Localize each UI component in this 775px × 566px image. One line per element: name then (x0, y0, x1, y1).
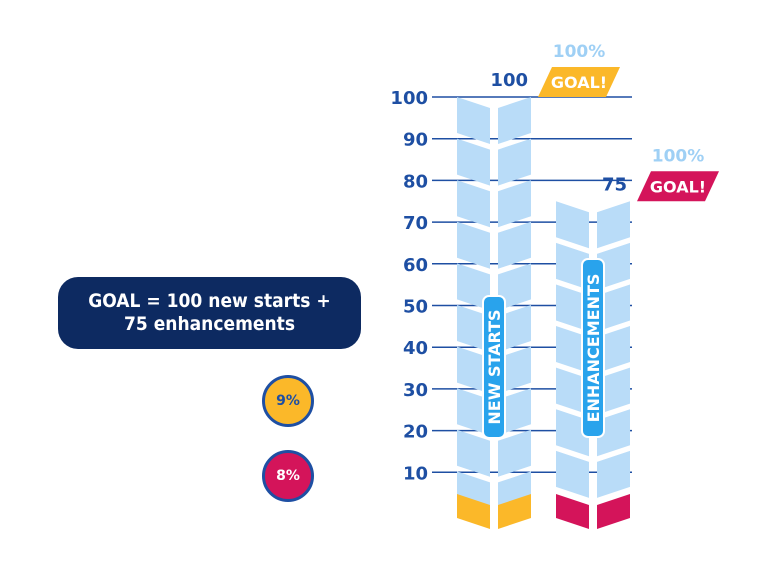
bar-segment-0 (498, 388, 531, 436)
series-label-pill-1 (581, 258, 605, 438)
y-tick-label-40: 40 (403, 338, 428, 359)
bar-segment-0 (457, 388, 490, 436)
new-starts-progress-badge: 9% (262, 375, 314, 427)
bar-segment-1 (597, 367, 630, 415)
goal-value-label-1: 75 (602, 174, 627, 195)
goal-note: GOAL = 100 new starts + 75 enhancements (58, 277, 361, 349)
bar-segment-1 (597, 242, 630, 290)
bar-segment-0 (498, 305, 531, 352)
goal-flag-text-0: GOAL! (551, 73, 607, 92)
y-tick-label-60: 60 (403, 255, 428, 276)
progress-segment-1 (556, 494, 589, 529)
new-starts-progress-label: 9% (276, 393, 300, 409)
series-label-pill-0 (482, 295, 506, 439)
bar-segment-0 (457, 346, 490, 394)
goal-flag-text-1: GOAL! (650, 177, 706, 196)
bar-segment-0 (498, 221, 531, 269)
goal-flag-0 (538, 67, 620, 97)
bar-segment-0 (457, 263, 490, 311)
progress-segment-1 (597, 494, 630, 529)
bar-labels: NEW STARTS 100 GOAL! 100% ENHANCEMENTS 75 GOAL… (482, 42, 719, 439)
bar-segment-0 (457, 305, 490, 352)
bar-segment-0 (498, 263, 531, 311)
enhancements-progress-badge: 8% (262, 450, 314, 502)
y-tick-label-90: 90 (403, 130, 428, 151)
series-name-label-1: ENHANCEMENTS (584, 274, 603, 423)
goal-flag-1 (637, 171, 719, 202)
bar-segment-1 (597, 409, 630, 457)
progress-segment-0 (498, 494, 531, 529)
bar-segment-0 (457, 97, 490, 144)
y-tick-label-50: 50 (403, 297, 428, 318)
y-tick-label-70: 70 (403, 213, 428, 234)
bars (457, 97, 630, 529)
bar-segment-1 (556, 242, 589, 290)
bar-segment-0 (498, 180, 531, 228)
y-tick-label-80: 80 (403, 171, 428, 192)
series-name-label-0: NEW STARTS (485, 309, 504, 424)
bar-segment-1 (556, 450, 589, 498)
bar-segment-1 (597, 450, 630, 498)
bar-segment-1 (597, 326, 630, 374)
bar-segment-1 (556, 284, 589, 332)
goal-value-label-0: 100 (490, 70, 528, 91)
progress-segment-0 (457, 494, 490, 529)
y-axis-tick-labels: 10 20 30 40 50 60 70 80 90 100 (390, 88, 428, 484)
bar-segment-0 (457, 429, 490, 477)
bar-segment-1 (556, 409, 589, 457)
y-tick-label-10: 10 (403, 463, 428, 484)
bar-segment-0 (457, 221, 490, 269)
bar-segment-0 (457, 138, 490, 186)
y-tick-label-100: 100 (390, 88, 428, 109)
bar-segment-1 (597, 284, 630, 332)
goal-percent-label-1: 100% (652, 146, 705, 166)
y-tick-label-20: 20 (403, 422, 428, 443)
bar-segment-0 (498, 346, 531, 394)
bar-segment-0 (498, 138, 531, 186)
y-tick-label-30: 30 (403, 380, 428, 401)
goal-note-line1: GOAL = 100 new starts + (88, 290, 331, 312)
goal-percent-label-0: 100% (553, 42, 606, 62)
goal-note-line2: 75 enhancements (123, 313, 296, 335)
bar-segment-1 (556, 367, 589, 415)
bar-segment-1 (597, 201, 630, 249)
bar-segment-0 (498, 429, 531, 477)
bar-segment-0 (457, 180, 490, 228)
bar-segment-0 (498, 97, 531, 144)
bar-segment-1 (556, 326, 589, 374)
enhancements-progress-label: 8% (276, 468, 300, 484)
bar-segment-1 (556, 201, 589, 249)
